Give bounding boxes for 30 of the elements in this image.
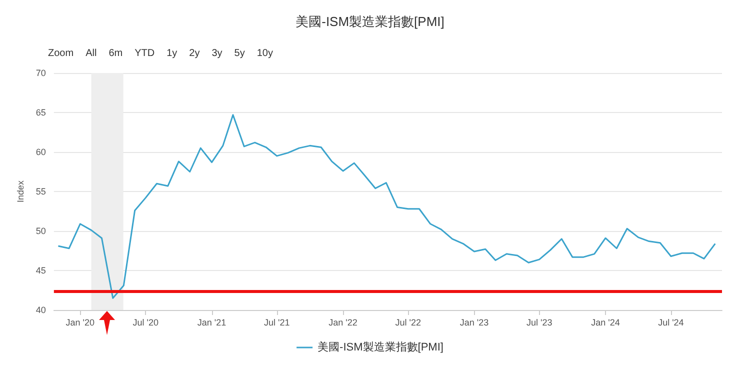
y-tick-label: 65	[36, 108, 46, 118]
chart-title: 美國-ISM製造業指數[PMI]	[296, 14, 444, 29]
x-tick-label: Jan '20	[66, 318, 95, 328]
range-button[interactable]: 6m	[104, 46, 127, 61]
x-tick-label: Jul '24	[658, 318, 684, 328]
x-tick-label: Jan '21	[197, 318, 226, 328]
range-button[interactable]: 5y	[230, 46, 249, 61]
legend-label: 美國-ISM製造業指數[PMI]	[318, 340, 444, 354]
y-tick-label: 55	[36, 186, 46, 196]
x-tick-label: Jan '23	[460, 318, 489, 328]
x-tick-label: Jul '21	[264, 318, 290, 328]
range-button[interactable]: 1y	[162, 46, 182, 61]
y-axis-title: Index	[16, 180, 26, 203]
range-button[interactable]: All	[82, 46, 101, 61]
range-button[interactable]: 10y	[252, 46, 277, 61]
range-button[interactable]: 3y	[208, 46, 226, 61]
y-tick-label: 50	[36, 226, 46, 236]
y-tick-label: 70	[36, 68, 46, 78]
y-tick-label: 45	[36, 266, 46, 276]
x-tick-label: Jul '23	[526, 318, 552, 328]
zoom-caption: Zoom	[47, 47, 75, 61]
x-tick-label: Jan '24	[591, 318, 620, 328]
line-series	[57, 114, 716, 299]
x-tick-label: Jul '20	[132, 318, 158, 328]
x-tick-label: Jul '22	[395, 318, 421, 328]
x-tick-label: Jan '22	[328, 318, 358, 328]
y-tick-label: 60	[36, 147, 46, 157]
range-button[interactable]: 2y	[185, 46, 204, 61]
y-tick-label: 40	[36, 305, 46, 315]
range-button[interactable]: YTD	[130, 46, 159, 61]
